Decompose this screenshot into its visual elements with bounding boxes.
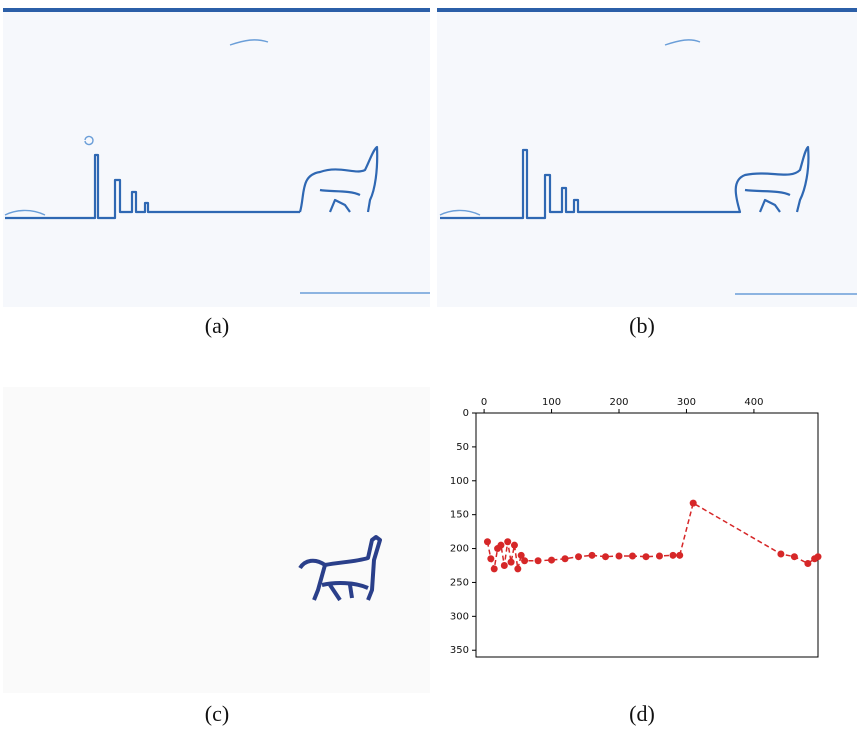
data-point <box>629 553 636 560</box>
data-point <box>656 553 663 560</box>
data-point <box>589 552 596 559</box>
panel-c-image <box>3 387 430 693</box>
y-tick-label: 350 <box>450 645 469 656</box>
y-tick-label: 300 <box>450 611 469 622</box>
y-tick-label: 150 <box>450 510 469 521</box>
data-point <box>676 552 683 559</box>
x-tick-label: 100 <box>542 397 561 408</box>
data-point <box>508 559 515 566</box>
data-point <box>642 553 649 560</box>
x-tick-label: 300 <box>677 397 696 408</box>
page: {"captions": ["(a)", "(b)", "(c)", "(d)"… <box>0 0 857 733</box>
data-point <box>616 553 623 560</box>
data-point <box>487 555 494 562</box>
panel-b-image <box>437 8 857 307</box>
y-tick-label: 100 <box>450 476 469 487</box>
data-point <box>511 542 518 549</box>
data-point <box>501 562 508 569</box>
data-point <box>514 565 521 572</box>
caption: (a) <box>205 313 229 338</box>
data-point <box>535 557 542 564</box>
data-point <box>669 552 676 559</box>
data-point <box>497 542 504 549</box>
data-point <box>491 565 498 572</box>
data-point <box>777 550 784 557</box>
data-point <box>804 560 811 567</box>
x-tick-label: 400 <box>744 397 763 408</box>
x-tick-label: 200 <box>609 397 628 408</box>
caption: (c) <box>205 701 229 726</box>
data-point <box>602 553 609 560</box>
data-point <box>548 557 555 564</box>
axes-frame <box>476 413 818 657</box>
data-point <box>504 538 511 545</box>
panel-a-image <box>3 8 430 307</box>
data-point <box>815 553 822 560</box>
figure: 0 100 200 300 400 0 50 100 150 200 250 300 350 (a) (… <box>0 0 857 733</box>
x-tick-label: 0 <box>481 397 487 408</box>
y-tick-label: 200 <box>450 544 469 555</box>
y-tick-label: 50 <box>456 442 469 453</box>
data-point <box>484 538 491 545</box>
caption: (b) <box>629 313 655 338</box>
data-point <box>521 557 528 564</box>
chart: 0 100 200 300 400 0 50 100 150 200 250 300 350 <box>450 397 822 657</box>
y-tick-label: 0 <box>463 408 469 419</box>
y-tick-label: 250 <box>450 577 469 588</box>
caption: (d) <box>629 701 655 726</box>
data-point <box>575 553 582 560</box>
data-point <box>791 553 798 560</box>
data-point <box>562 555 569 562</box>
data-point <box>690 500 697 507</box>
